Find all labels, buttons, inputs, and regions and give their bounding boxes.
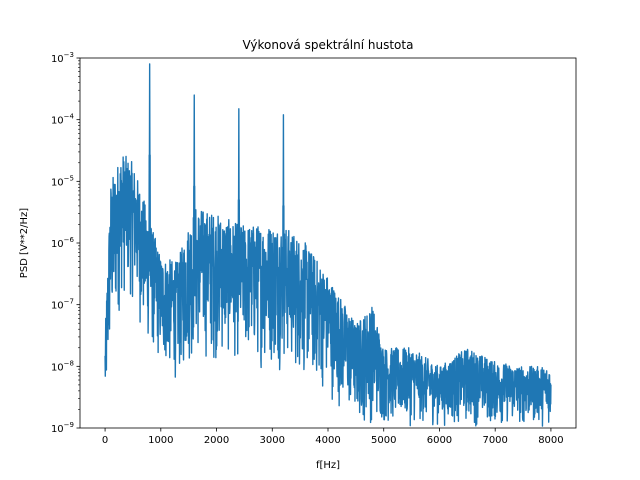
x-tick-label: 2000	[204, 435, 229, 446]
y-tick-label: 10−6	[51, 236, 75, 250]
plot-area	[104, 63, 552, 427]
x-tick-label: 0	[102, 435, 108, 446]
y-axis-label: PSD [V**2/Hz]	[19, 208, 30, 278]
y-tick-label: 10−5	[51, 174, 74, 188]
y-tick-label: 10−4	[51, 113, 75, 127]
x-tick-label: 5000	[371, 435, 396, 446]
psd-series-line	[104, 63, 552, 427]
x-tick-label: 3000	[260, 435, 285, 446]
x-tick-label: 7000	[482, 435, 507, 446]
x-tick-label: 8000	[538, 435, 563, 446]
x-axis: 0 1000 2000 3000 4000 5000 6000 7000 8000	[102, 428, 564, 446]
y-axis: 10−9 10−8 10−7 10−6 10−5 10−4 10−3	[51, 51, 80, 435]
x-tick-label: 4000	[315, 435, 340, 446]
x-tick-label: 1000	[148, 435, 173, 446]
y-tick-label: 10−9	[51, 421, 74, 435]
y-tick-label: 10−8	[51, 359, 74, 373]
x-axis-label: f[Hz]	[316, 460, 340, 471]
y-tick-label: 10−7	[51, 298, 74, 312]
y-tick-label: 10−3	[51, 51, 74, 65]
chart-title: Výkonová spektrální hustota	[243, 38, 414, 52]
x-tick-label: 6000	[427, 435, 452, 446]
